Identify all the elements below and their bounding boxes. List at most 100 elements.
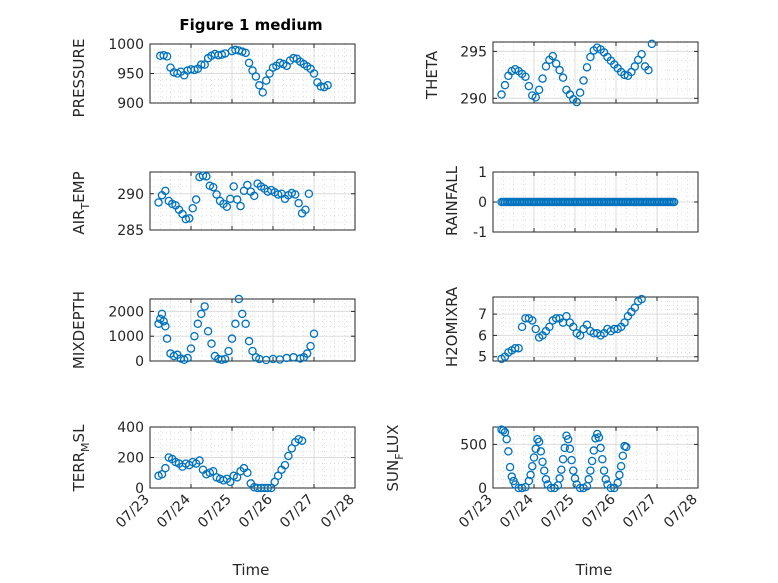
axes-outline-mixdepth	[149, 298, 356, 362]
data-point	[541, 62, 551, 71]
data-point	[570, 474, 580, 483]
data-point	[599, 466, 609, 475]
data-point	[514, 343, 523, 353]
data-point	[222, 202, 232, 212]
data-point	[560, 443, 570, 453]
y-tick-label: 6	[478, 328, 487, 344]
data-point	[584, 475, 593, 484]
y-axis-label-air-temp: AIRTEMP	[70, 171, 92, 234]
data-point	[558, 73, 568, 82]
data-point	[644, 65, 653, 75]
data-point	[596, 443, 605, 453]
y-axis-label-air-temp-rest: EMP	[70, 171, 88, 202]
data-point	[159, 317, 168, 326]
data-point	[620, 70, 629, 80]
data-point	[575, 88, 585, 97]
x-tick-label: 07/26	[579, 491, 619, 531]
data-point	[630, 303, 640, 312]
y-tick-label: 7	[478, 307, 487, 323]
y-tick-label: 285	[117, 223, 144, 239]
data-point	[497, 90, 506, 99]
y-tick-label: 5	[478, 350, 487, 366]
axes-outline-air-temp	[149, 171, 356, 231]
data-point	[601, 475, 611, 484]
data-point	[280, 460, 290, 470]
data-point	[555, 65, 564, 75]
data-point	[586, 466, 595, 475]
subplot-theta: THETA 290 295	[423, 39, 699, 107]
x-tick-label: 07/23	[113, 492, 153, 532]
data-point	[498, 426, 508, 435]
data-point	[162, 52, 172, 61]
data-point	[241, 48, 250, 58]
data-point	[569, 466, 578, 475]
axes-outline-theta	[492, 41, 699, 104]
x-tick-label: 07/28	[318, 492, 358, 532]
x-axis-label-right: Time	[575, 561, 613, 579]
y-axis-label-terr-msl-rest: SL	[70, 424, 88, 443]
y-tick-label: 0	[135, 354, 144, 370]
data-point	[507, 472, 517, 481]
data-point	[255, 81, 264, 90]
data-point	[538, 457, 547, 467]
data-point	[302, 349, 312, 358]
data-point	[183, 353, 192, 363]
data-point	[154, 198, 163, 207]
y-axis-label-theta: THETA	[423, 50, 441, 100]
data-point	[591, 434, 600, 443]
subplot-mixdepth: MIXDEPTH 0 1000 2000	[70, 291, 356, 370]
data-point	[534, 85, 544, 95]
y-tick-label: 290	[460, 91, 487, 107]
data-point	[196, 309, 206, 319]
y-tick-label: 1000	[108, 329, 144, 345]
y-tick-label: 950	[117, 67, 144, 83]
data-point	[526, 470, 535, 480]
x-tick-label: 07/25	[538, 492, 578, 532]
data-point	[161, 463, 170, 473]
data-point	[587, 456, 597, 466]
y-axis-label-air-temp-main: AIR	[70, 210, 88, 235]
data-point	[541, 475, 551, 484]
data-point	[236, 201, 245, 211]
subplot-air-temp: AIRTEMP 285 290	[70, 171, 356, 239]
data-point	[198, 171, 208, 180]
y-axis-label-sun-flux-rest: LUX	[384, 425, 402, 454]
data-point	[289, 53, 298, 63]
subplot-terr-msl: TERRMSL Time 0 200 400 07/23 07/24 07/25 07/26…	[70, 420, 358, 579]
data-point	[531, 444, 540, 454]
data-point	[647, 39, 657, 49]
data-point	[234, 294, 244, 304]
y-tick-label: 0	[478, 195, 487, 211]
axes-outline-h2omixra	[492, 296, 699, 362]
data-point	[185, 214, 194, 223]
y-axis-label-pressure: PRESSURE	[70, 39, 88, 118]
y-tick-label: 290	[117, 187, 144, 203]
data-point	[309, 329, 319, 338]
data-point	[622, 442, 631, 452]
data-point	[306, 341, 315, 351]
data-point	[190, 331, 199, 341]
data-point	[258, 88, 267, 97]
y-tick-label: 0	[135, 481, 144, 497]
data-point	[531, 324, 540, 334]
data-point	[529, 453, 539, 462]
data-point	[618, 451, 628, 461]
data-point	[534, 437, 544, 447]
y-axis-label-h2omixra: H2OMIXRA	[443, 286, 461, 367]
data-point	[227, 334, 237, 343]
data-point	[200, 60, 209, 69]
data-point	[261, 76, 271, 85]
data-point	[263, 483, 273, 493]
data-point	[186, 344, 196, 353]
y-axis-label-air-temp-sub: T	[79, 203, 92, 211]
data-point	[200, 302, 209, 311]
data-point	[241, 319, 250, 329]
data-point	[284, 451, 293, 461]
y-tick-label: 900	[117, 96, 144, 112]
data-point	[304, 189, 314, 198]
data-point	[510, 343, 520, 353]
x-tick-label: 07/25	[195, 492, 235, 532]
data-point	[243, 180, 252, 190]
figure-title: Figure 1 medium	[179, 16, 322, 34]
